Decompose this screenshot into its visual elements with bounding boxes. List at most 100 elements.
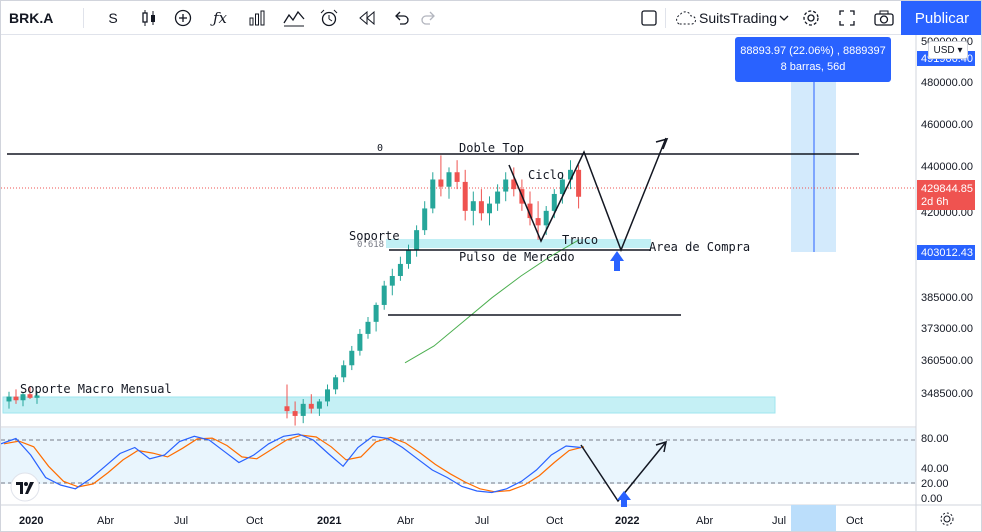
candle[interactable] xyxy=(511,179,517,190)
candles-icon[interactable] xyxy=(137,1,161,35)
candle[interactable] xyxy=(13,396,19,401)
symbol-search[interactable]: BRK.A xyxy=(9,10,54,26)
candle[interactable] xyxy=(535,218,541,226)
candle[interactable] xyxy=(300,403,306,416)
candle[interactable] xyxy=(462,181,468,211)
candle[interactable] xyxy=(576,169,582,197)
candle[interactable] xyxy=(397,263,403,276)
candle[interactable] xyxy=(551,193,557,211)
candle[interactable] xyxy=(34,395,40,398)
plus-circle-icon[interactable] xyxy=(171,1,195,35)
candle[interactable] xyxy=(389,275,395,286)
countdown-text: 2d 6h xyxy=(921,196,949,208)
candle[interactable] xyxy=(406,249,411,264)
candle[interactable] xyxy=(414,230,420,250)
tradingview-logo-icon[interactable] xyxy=(10,472,40,502)
candle[interactable] xyxy=(333,377,339,390)
soporte-macro-zone[interactable] xyxy=(2,396,776,414)
candle[interactable] xyxy=(381,285,387,305)
indicators-icon[interactable] xyxy=(281,1,307,35)
candle[interactable] xyxy=(422,208,428,231)
gear-icon[interactable] xyxy=(799,1,823,35)
osc-projection-zigzag[interactable] xyxy=(580,441,667,503)
osc-arrow-up-icon[interactable] xyxy=(617,491,631,507)
candle[interactable] xyxy=(292,411,298,416)
chevron-down-icon[interactable] xyxy=(777,1,791,35)
candle[interactable] xyxy=(487,203,492,214)
candle[interactable] xyxy=(365,321,371,334)
last-price-text: 429844.85 xyxy=(921,183,973,195)
replay-icon[interactable] xyxy=(355,1,379,35)
layout-name[interactable]: SuitsTrading xyxy=(699,10,778,26)
measure-low-text: 403012.43 xyxy=(921,247,973,259)
price-axis[interactable]: 500000.00 480000.00 460000.00 440000.00 … xyxy=(917,36,975,505)
pulso-label[interactable]: Pulso de Mercado xyxy=(459,250,575,264)
time-tick: Abr xyxy=(696,515,713,527)
area-compra-zone[interactable] xyxy=(386,239,651,248)
candle[interactable] xyxy=(495,191,501,204)
publish-button[interactable]: Publicar xyxy=(901,1,981,35)
ciclo-label[interactable]: Ciclo xyxy=(528,168,564,182)
doble-top-label[interactable]: Doble Top xyxy=(459,141,524,155)
time-tick: Jul xyxy=(475,515,489,527)
fullscreen-icon[interactable] xyxy=(835,1,859,35)
time-tick: Abr xyxy=(397,515,414,527)
candle[interactable] xyxy=(559,179,565,194)
square-icon[interactable] xyxy=(637,1,661,35)
price-tick: 440000.00 xyxy=(921,161,973,173)
moving-average-line[interactable] xyxy=(404,239,580,364)
bars-icon[interactable] xyxy=(245,1,269,35)
osc-arrow-head-icon xyxy=(655,440,667,453)
soporte-label[interactable]: Soporte xyxy=(349,229,400,243)
projection-zigzag[interactable] xyxy=(508,137,667,253)
candle[interactable] xyxy=(446,172,452,187)
candle[interactable] xyxy=(308,403,314,409)
candle[interactable] xyxy=(430,179,436,209)
time-tick: 2020 xyxy=(19,515,43,527)
fib-zero-label: 0 xyxy=(377,143,383,154)
chart-canvas[interactable]: Doble Top 0 Ciclo Soporte 0.618 Truco Ar… xyxy=(1,35,982,532)
candle[interactable] xyxy=(20,394,26,401)
undo-icon[interactable] xyxy=(389,1,413,35)
oscillator-band xyxy=(1,428,916,484)
candle[interactable] xyxy=(454,172,460,182)
candle[interactable] xyxy=(503,179,509,192)
cloud-icon[interactable] xyxy=(673,1,697,35)
arrow-up-icon[interactable] xyxy=(610,251,624,271)
candle[interactable] xyxy=(325,389,330,402)
time-axis[interactable]: 2020 Abr Jul Oct 2021 Abr Jul Oct 2022 A… xyxy=(19,515,863,527)
candle[interactable] xyxy=(478,201,484,214)
alarm-icon[interactable] xyxy=(317,1,341,35)
osc-tick: 0.00 xyxy=(921,493,942,505)
candle[interactable] xyxy=(341,365,347,378)
area-compra-label[interactable]: Area de Compra xyxy=(649,240,750,254)
candle[interactable] xyxy=(373,304,379,322)
interval-button[interactable]: S xyxy=(108,10,118,26)
stoch-d-line[interactable] xyxy=(3,434,585,493)
candle[interactable] xyxy=(527,203,533,219)
candle[interactable] xyxy=(470,201,476,211)
soporte-macro-label[interactable]: Soporte Macro Mensual xyxy=(20,382,172,396)
truco-label[interactable]: Truco xyxy=(562,233,598,247)
fx-icon[interactable]: ƒx xyxy=(212,9,227,27)
stoch-k-line[interactable] xyxy=(1,433,582,494)
redo-icon[interactable] xyxy=(417,1,441,35)
candle[interactable] xyxy=(349,350,355,366)
measure-tooltip[interactable]: 88893.97 (22.06%) , 8889397 8 barras, 56… xyxy=(735,37,891,82)
top-toolbar: BRK.A S ƒx xyxy=(1,1,981,35)
time-tick: Jul xyxy=(174,515,188,527)
candle[interactable] xyxy=(357,333,363,351)
candle[interactable] xyxy=(284,406,290,412)
time-tick: Jul xyxy=(772,515,786,527)
candle[interactable] xyxy=(568,169,573,180)
axis-settings-gear-icon[interactable] xyxy=(940,512,954,526)
candle[interactable] xyxy=(27,394,33,398)
candle[interactable] xyxy=(6,396,12,402)
candle[interactable] xyxy=(438,179,444,187)
candle[interactable] xyxy=(543,210,549,226)
camera-icon[interactable] xyxy=(871,1,897,35)
time-tick: Oct xyxy=(846,515,863,527)
arrow-head-icon xyxy=(655,137,669,150)
currency-select[interactable]: USD ▾ xyxy=(928,41,968,59)
candle[interactable] xyxy=(316,401,322,409)
